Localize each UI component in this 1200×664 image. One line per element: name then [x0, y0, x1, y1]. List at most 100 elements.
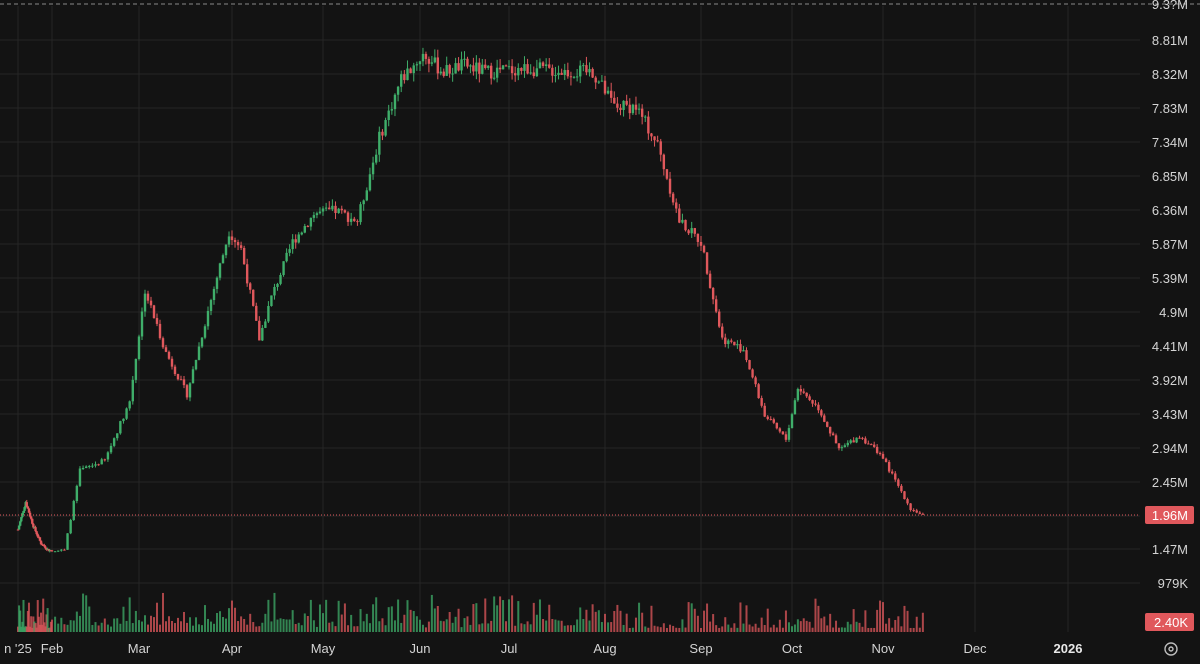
volume-bar: [51, 619, 53, 632]
volume-bar: [171, 620, 173, 632]
volume-bar: [42, 598, 45, 632]
candle-body: [365, 190, 369, 201]
volume-bar: [372, 604, 375, 632]
candle-body: [324, 207, 328, 209]
candle-body: [554, 75, 557, 77]
candle-body: [328, 207, 331, 210]
volume-bar: [745, 605, 748, 632]
volume-bar: [273, 592, 276, 632]
candle-body: [915, 510, 918, 513]
candle-body: [381, 131, 384, 136]
candle-body: [415, 64, 419, 66]
candle-body: [267, 305, 270, 322]
candle-body: [855, 437, 858, 443]
volume-bar: [672, 625, 675, 632]
volume-bar: [799, 621, 802, 632]
x-axis: n '25 Feb Mar Apr May Jun Jul Aug Sep Oct Nov Dec 20…: [4, 641, 1082, 656]
volume-bar: [29, 626, 32, 632]
candle-body: [696, 233, 700, 242]
candle-body: [158, 323, 162, 339]
y-tick-label: 8.32M: [1152, 67, 1188, 82]
volume-bar: [249, 613, 252, 632]
candle-body: [671, 193, 675, 203]
candle-body: [69, 520, 72, 534]
candle-body: [912, 509, 915, 511]
candle-body: [560, 72, 563, 75]
volume-bar: [141, 621, 143, 632]
candle-body: [384, 120, 387, 136]
candle-body: [125, 408, 128, 419]
volume-bar: [276, 619, 279, 632]
candle-body: [802, 391, 805, 393]
volume-bar: [63, 624, 66, 632]
volume-bar: [231, 600, 233, 632]
volume-bar: [542, 619, 545, 632]
volume-bar: [427, 621, 430, 632]
volume-bar: [258, 626, 261, 632]
candle-body: [403, 74, 406, 81]
candle-body: [881, 453, 885, 459]
volume-bar: [113, 618, 116, 632]
volume-bar: [306, 615, 309, 632]
volume-bar: [103, 618, 106, 632]
candle-body: [191, 369, 195, 384]
candle-body: [828, 426, 832, 434]
volume-bar: [72, 620, 75, 632]
volume-bar: [858, 622, 861, 632]
candle-body: [38, 537, 42, 541]
volume-bar: [662, 623, 665, 632]
volume-bar: [772, 624, 775, 632]
volume-bar: [864, 610, 867, 632]
volume-bar: [207, 618, 209, 632]
volume-bar: [638, 602, 641, 632]
candle-body: [814, 403, 817, 405]
settings-button[interactable]: [1164, 642, 1178, 656]
candle-body: [751, 369, 754, 378]
volume-bar: [811, 627, 814, 632]
volume-bar: [597, 610, 600, 632]
candle-body: [535, 68, 539, 77]
volume-bar: [569, 625, 572, 632]
candle-body: [430, 62, 434, 64]
candle-body: [897, 479, 900, 486]
candle-body: [406, 68, 409, 81]
volume-bar: [751, 626, 754, 632]
volume-bar: [653, 625, 656, 632]
volume-bar: [826, 625, 829, 632]
volume-bar: [912, 627, 915, 632]
candle-body: [433, 57, 437, 63]
gear-icon[interactable]: [1164, 642, 1178, 656]
candle-body: [318, 211, 322, 214]
candle-body: [787, 428, 791, 440]
x-tick-label: May: [311, 641, 336, 656]
candle-body: [239, 245, 243, 248]
candle-body: [711, 287, 715, 300]
volume-bar: [36, 600, 39, 632]
volume-bar: [625, 613, 628, 632]
volume-bar: [91, 625, 94, 632]
volume-bar: [554, 619, 557, 632]
candle-body: [32, 523, 35, 528]
volume-bar: [681, 619, 684, 632]
volume-bar: [69, 620, 72, 632]
y-tick-label: 4.9M: [1159, 305, 1188, 320]
candle-body: [687, 230, 690, 234]
candle-body: [613, 97, 616, 104]
candle-body: [66, 533, 69, 550]
volume-bar: [138, 620, 140, 632]
candle-body: [27, 508, 31, 513]
volume-bar: [309, 599, 312, 632]
candle-body: [215, 277, 219, 289]
candle-body: [708, 273, 712, 288]
candle-body: [312, 215, 316, 218]
volume-bar: [424, 627, 427, 632]
candle-body: [349, 218, 353, 222]
volume-bar: [918, 627, 921, 632]
volume-bar: [906, 610, 909, 632]
volume-bar: [784, 610, 787, 632]
candle-body: [834, 435, 838, 444]
volume-bar: [204, 605, 206, 632]
candle-body: [448, 65, 451, 74]
x-tick-label: Jul: [501, 641, 518, 656]
